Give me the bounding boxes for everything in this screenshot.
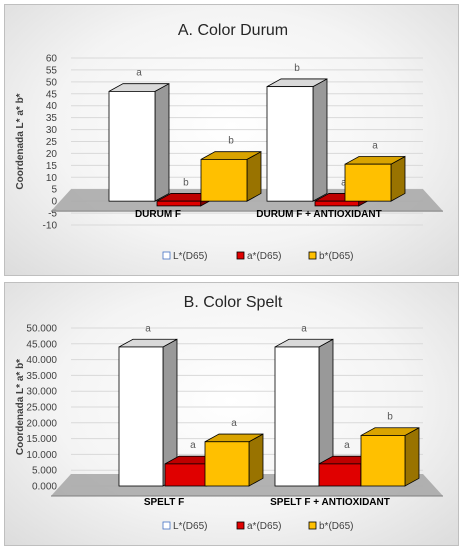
y-tick-label: 0: [51, 197, 57, 208]
data-label: b: [294, 63, 300, 74]
bar-front-face: [204, 441, 250, 487]
bar-1-0-0: [118, 338, 178, 487]
y-tick-label: 5: [51, 185, 57, 196]
legend-swatch: [236, 251, 245, 260]
legend-label: a*(D65): [247, 251, 281, 262]
y-tick-label: 20: [46, 149, 58, 160]
bar-front-face: [108, 91, 156, 202]
y-tick-label: 60: [46, 54, 58, 65]
y-tick-label: 55: [46, 65, 58, 76]
bar-front-face: [318, 463, 362, 487]
y-tick-label: 30: [46, 125, 58, 136]
y-tick-label: 50.000: [26, 324, 57, 335]
bar-0-0-2: [200, 151, 262, 202]
bar-side-face: [404, 427, 420, 487]
bar-front-face: [314, 200, 360, 207]
y-tick-label: 35: [46, 113, 58, 124]
data-label: b: [228, 136, 234, 147]
bar-front-face: [200, 158, 248, 202]
bar-1-1-0: [274, 338, 334, 487]
bar-1-1-2: [360, 427, 420, 487]
bar-side-face: [246, 151, 262, 202]
y-tick-label: 40.000: [26, 355, 57, 366]
data-label: a: [301, 323, 307, 334]
y-tick-label: 45: [46, 89, 58, 100]
x-category-label: SPELT F: [144, 497, 184, 508]
legend-swatch: [308, 251, 317, 260]
bar-1-0-2: [204, 433, 264, 487]
data-label: a: [231, 418, 237, 429]
bar-side-face: [248, 433, 264, 487]
y-tick-label: 20.000: [26, 418, 57, 429]
y-tick-label: 40: [46, 101, 58, 112]
data-label: b: [387, 412, 393, 423]
legend-swatch: [236, 521, 245, 530]
chart-svg-1: B. Color Spelt Coordenada L* a* b* 0.000 5.…: [15, 294, 443, 532]
data-label: a: [344, 440, 350, 451]
bar-front-face: [164, 463, 208, 487]
chart-panel-durum: A. Color Durum Coordenada L* a* b* -10 -5 0 5…: [4, 4, 459, 276]
y-tick-label: 45.000: [26, 339, 57, 350]
bar-0-1-0: [266, 78, 328, 202]
y-tick-label: 25.000: [26, 403, 57, 414]
legend-label: L*(D65): [173, 521, 207, 532]
chart-panel-spelt: B. Color Spelt Coordenada L* a* b* 0.000 5.…: [4, 282, 459, 546]
y-tick-label: 10.000: [26, 450, 57, 461]
bar-front-face: [156, 200, 202, 207]
y-tick-label: -5: [48, 209, 57, 220]
legend-label: a*(D65): [247, 521, 281, 532]
y-tick-label: 15: [46, 161, 58, 172]
y-tick-label: 30.000: [26, 387, 57, 398]
x-category-label: SPELT F + ANTIOXIDANT: [270, 497, 390, 508]
data-label: b: [183, 177, 189, 188]
bar-0-1-2: [344, 155, 406, 202]
legend-label: b*(D65): [319, 251, 353, 262]
x-category-label: DURUM F + ANTIOXIDANT: [256, 209, 381, 220]
bar-front-face: [274, 346, 320, 487]
legend-swatch: [162, 251, 171, 260]
y-tick-label: 0.000: [32, 482, 57, 493]
bar-side-face: [154, 83, 170, 202]
y-tick-label: 25: [46, 137, 58, 148]
bar-0-0-0: [108, 83, 170, 202]
y-tick-label: 15.000: [26, 434, 57, 445]
y-tick-label: 5.000: [32, 466, 57, 477]
y-tick-label: -10: [43, 221, 58, 232]
legend-swatch: [162, 521, 171, 530]
data-label: a: [190, 440, 196, 451]
bar-side-face: [312, 78, 328, 202]
data-label: a: [372, 140, 378, 151]
chart-title: B. Color Spelt: [184, 294, 283, 311]
data-label: a: [341, 177, 347, 188]
y-axis-label: Coordenada L* a* b*: [15, 359, 26, 455]
legend-swatch: [308, 521, 317, 530]
y-axis-label: Coordenada L* a* b*: [15, 93, 26, 189]
bar-front-face: [344, 163, 392, 202]
y-tick-label: 35.000: [26, 371, 57, 382]
legend-label: L*(D65): [173, 251, 207, 262]
bar-front-face: [360, 435, 406, 487]
chart-title: A. Color Durum: [178, 22, 288, 39]
data-label: a: [145, 323, 151, 334]
legend-label: b*(D65): [319, 521, 353, 532]
x-category-label: DURUM F: [135, 209, 181, 220]
bar-front-face: [118, 346, 164, 487]
y-tick-label: 10: [46, 173, 58, 184]
data-label: a: [136, 68, 142, 79]
y-tick-label: 50: [46, 77, 58, 88]
bar-front-face: [266, 86, 314, 202]
